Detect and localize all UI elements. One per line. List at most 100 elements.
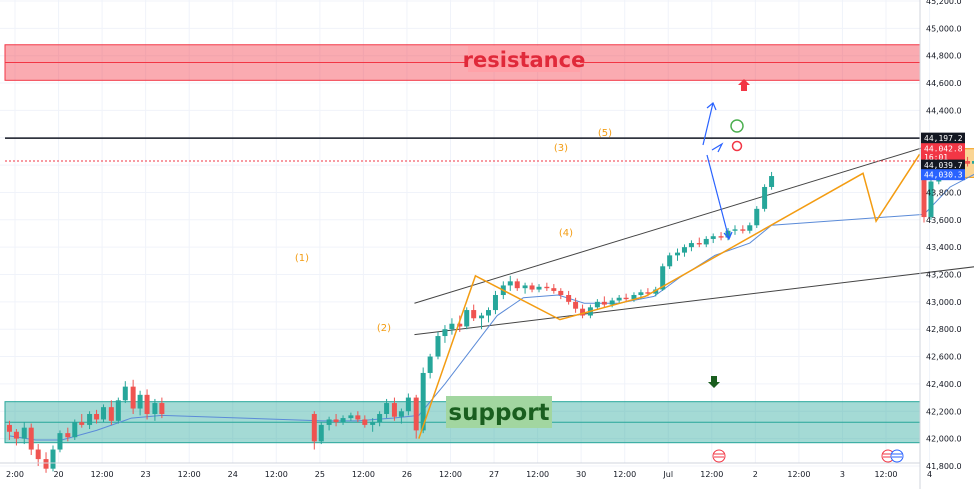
candle-body (594, 301, 600, 308)
candle-body (681, 247, 687, 253)
candle-body (675, 252, 681, 256)
time-axis[interactable]: 2:00 20 12:00 23 12:00 24 12:00 25 12:00 26 12:00 2… (0, 462, 932, 479)
wave-label-3: (3) (554, 143, 568, 154)
candle-body (43, 459, 49, 469)
candle-body (384, 403, 390, 414)
time-tick-label: 12:00 (439, 470, 462, 479)
channel-upper-line (414, 144, 933, 304)
candle-body (108, 407, 114, 421)
candle-body (653, 289, 659, 294)
price-tick-label: 45,200.0 (926, 0, 962, 6)
candle-body (115, 400, 121, 421)
us-flag-icon (712, 449, 726, 463)
candle-body (21, 427, 27, 439)
candle-body (377, 413, 383, 423)
candle-body (35, 449, 41, 460)
candle-body (442, 329, 448, 337)
candle-body (492, 295, 498, 311)
us-flag-icon (890, 449, 904, 463)
candle-body (972, 160, 974, 164)
price-tick-label: 42,000.0 (926, 435, 962, 444)
candle-body (72, 422, 78, 438)
candle-body (449, 323, 455, 330)
trend-channel (414, 144, 974, 336)
candle-body (769, 176, 775, 187)
candle-body (638, 292, 644, 296)
elliott-wave-line (418, 153, 921, 439)
projection-down-arrow (706, 154, 730, 240)
zone-labels: resistance support (446, 46, 585, 428)
candle-body (6, 424, 12, 432)
price-tick-label: 42,200.0 (926, 407, 962, 416)
time-tick-label: 12:00 (613, 470, 636, 479)
candle-body (340, 418, 346, 423)
candle-body (696, 243, 702, 245)
wave-label-2: (2) (377, 323, 391, 334)
candle-body (79, 422, 85, 425)
price-tag-label: 44,030.3 (924, 171, 963, 180)
candle-body (391, 403, 397, 417)
candle-body (507, 281, 513, 286)
price-axis[interactable]: 41,800.0 42,000.0 42,200.0 42,400.0 42,600.0… (919, 0, 962, 489)
price-tick-label: 41,800.0 (926, 462, 962, 471)
candle-body (464, 310, 470, 327)
time-tick-label: 30 (576, 470, 586, 479)
price-tick-label: 44,400.0 (926, 106, 962, 115)
candle-body (667, 255, 673, 267)
wave-label-1: (1) (295, 253, 309, 264)
candle-body (57, 433, 63, 450)
time-tick-label: 24 (228, 470, 238, 479)
candle-body (551, 288, 557, 291)
candle-body (398, 411, 404, 417)
time-tick-label: Jul (662, 470, 673, 479)
candle-body (486, 310, 491, 316)
candle-body (144, 394, 150, 414)
candle-body (965, 160, 971, 164)
candle-body (580, 308, 586, 316)
price-tick-label: 42,600.0 (926, 353, 962, 362)
price-tag-bg (921, 143, 965, 155)
price-tick-label: 43,400.0 (926, 243, 962, 252)
candle-body (660, 266, 666, 290)
time-tick-label: 12:00 (265, 470, 288, 479)
elliott-wave-labels: (1) (2) (3) (4) (5) (295, 128, 612, 334)
up-arrow-icon (738, 79, 750, 91)
candle-body (130, 386, 136, 409)
red-circle-marker (731, 140, 743, 152)
candle-body (420, 372, 426, 431)
price-tick-label: 44,600.0 (926, 79, 962, 88)
candle-body (50, 449, 56, 469)
candle-body (28, 427, 34, 450)
candle-body (94, 413, 100, 420)
candle-body (522, 285, 528, 289)
projection-up-arrow (702, 102, 714, 146)
candle-body (688, 243, 694, 248)
time-tick-label: 27 (489, 470, 499, 479)
candle-body (159, 403, 165, 414)
candle-body (623, 297, 629, 300)
time-tick-label: 12:00 (91, 470, 114, 479)
candle-body (370, 422, 376, 425)
candle-body (326, 419, 332, 425)
price-tag-bg (921, 169, 965, 181)
candle-body (435, 336, 441, 357)
price-tick-label: 43,600.0 (926, 216, 962, 225)
candle-body (318, 424, 324, 442)
candle-body (362, 419, 368, 425)
candle-body (427, 356, 433, 373)
price-tag-label: 44,039.7 (924, 161, 963, 170)
candle-body (333, 419, 339, 423)
time-tick-label: 12:00 (700, 470, 723, 479)
time-tick-label: 12:00 (874, 470, 897, 479)
candle-body (87, 413, 93, 425)
candle-body (529, 285, 535, 290)
candle-body (703, 238, 709, 245)
candle-body (601, 301, 607, 305)
candle-body (413, 397, 419, 431)
time-tick-label: 25 (315, 470, 325, 479)
candle-body (65, 433, 71, 438)
candle-body (137, 394, 143, 409)
time-tick-label: 12:00 (352, 470, 375, 479)
